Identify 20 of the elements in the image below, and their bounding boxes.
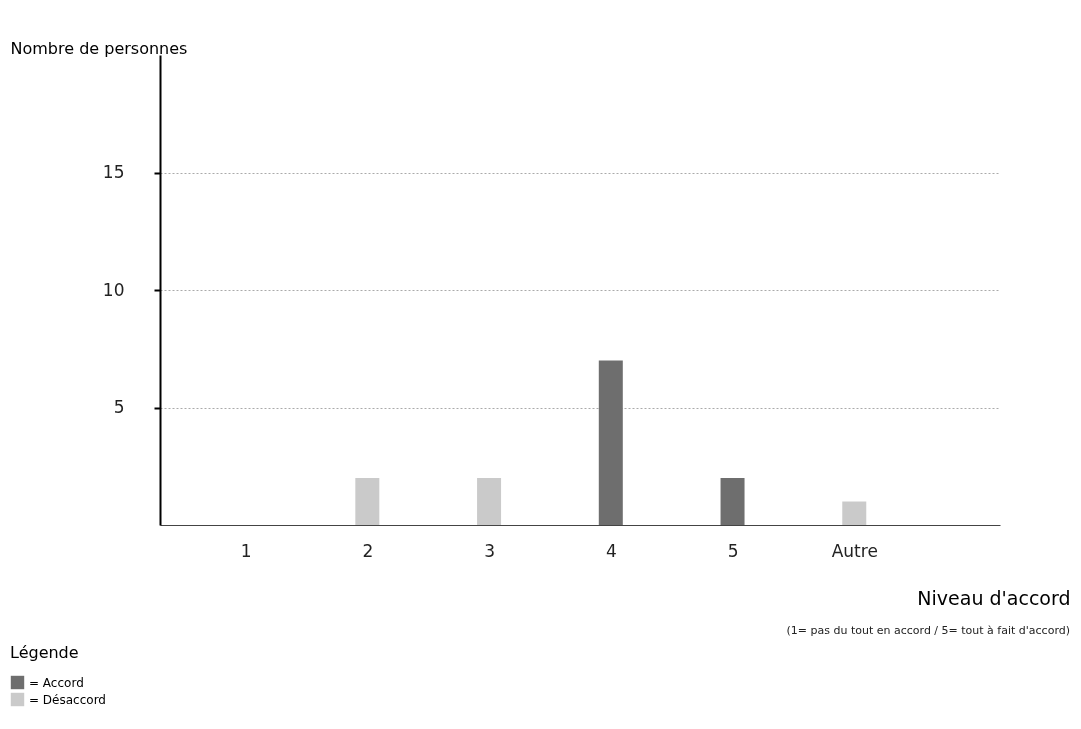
bar: [598, 360, 623, 525]
x-tick-label: 3: [484, 540, 495, 561]
x-tick-label: Autre: [831, 540, 878, 561]
bar: [720, 478, 745, 525]
y-tick-label: 5: [113, 397, 125, 417]
x-tick-label: 5: [727, 540, 739, 561]
x-tick-label: 1: [240, 540, 252, 561]
bar: [355, 478, 380, 525]
y-axis-title: Nombre de personnes: [10, 38, 188, 58]
bar: [477, 478, 502, 525]
y-tick-label: 10: [102, 279, 125, 300]
legend-title: Légende: [10, 643, 79, 662]
bar: [842, 501, 867, 525]
x-tick-label: 4: [605, 540, 617, 561]
legend-label: = Désaccord: [29, 692, 106, 707]
text: (1= pas du tout en accord / 5= tout à fait d'accord): [786, 624, 1070, 637]
x-tick-label: 2: [362, 540, 374, 561]
x-axis-title: Niveau d'accord: [917, 586, 1071, 609]
legend-label: = Accord: [29, 675, 84, 690]
y-tick-label: 15: [102, 162, 125, 182]
